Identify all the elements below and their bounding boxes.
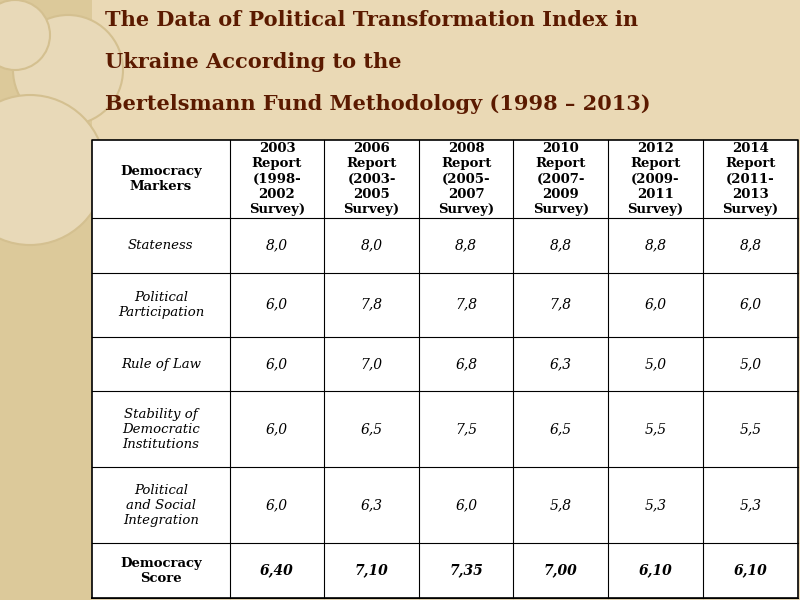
Text: 7,8: 7,8	[361, 298, 382, 311]
Circle shape	[0, 0, 50, 70]
Text: Democracy
Score: Democracy Score	[120, 557, 202, 584]
Text: Ukraine According to the: Ukraine According to the	[105, 52, 402, 72]
Text: 5,0: 5,0	[644, 357, 666, 371]
Text: 5,5: 5,5	[644, 422, 666, 436]
Text: 8,8: 8,8	[644, 238, 666, 253]
Text: 2003
Report
(1998-
2002
Survey): 2003 Report (1998- 2002 Survey)	[249, 142, 305, 215]
Text: 6,3: 6,3	[550, 357, 572, 371]
Text: 7,10: 7,10	[354, 563, 389, 578]
Text: Political
Participation: Political Participation	[118, 290, 204, 319]
Text: 7,35: 7,35	[450, 563, 483, 578]
Text: 6,0: 6,0	[266, 422, 288, 436]
Text: 6,0: 6,0	[644, 298, 666, 311]
Circle shape	[13, 15, 123, 125]
Bar	[0, 0, 92, 600]
Text: 6,10: 6,10	[734, 563, 767, 578]
Text: 7,8: 7,8	[455, 298, 478, 311]
Text: 6,0: 6,0	[739, 298, 762, 311]
Text: 2006
Report
(2003-
2005
Survey): 2006 Report (2003- 2005 Survey)	[343, 142, 400, 215]
Text: Stability of
Democratic
Institutions: Stability of Democratic Institutions	[122, 408, 200, 451]
Text: Democracy
Markers: Democracy Markers	[120, 165, 202, 193]
Text: 2012
Report
(2009-
2011
Survey): 2012 Report (2009- 2011 Survey)	[627, 142, 683, 215]
Text: 8,8: 8,8	[739, 238, 762, 253]
Text: Political
and Social
Integration: Political and Social Integration	[123, 484, 198, 527]
Text: 8,8: 8,8	[455, 238, 478, 253]
Text: 5,5: 5,5	[739, 422, 762, 436]
Text: 6,5: 6,5	[550, 422, 572, 436]
Text: 7,00: 7,00	[544, 563, 578, 578]
Text: 7,8: 7,8	[550, 298, 572, 311]
Text: Bertelsmann Fund Methodology (1998 – 2013): Bertelsmann Fund Methodology (1998 – 201…	[105, 94, 650, 114]
Text: 8,0: 8,0	[266, 238, 288, 253]
Text: 2008
Report
(2005-
2007
Survey): 2008 Report (2005- 2007 Survey)	[438, 142, 494, 215]
Text: 6,0: 6,0	[266, 499, 288, 512]
Text: 7,5: 7,5	[455, 422, 478, 436]
Text: 5,3: 5,3	[644, 499, 666, 512]
Text: 7,0: 7,0	[361, 357, 382, 371]
Text: 6,3: 6,3	[361, 499, 382, 512]
Text: The Data of Political Transformation Index in: The Data of Political Transformation Ind…	[105, 10, 638, 30]
Text: 6,0: 6,0	[266, 357, 288, 371]
Text: Stateness: Stateness	[128, 239, 194, 252]
Text: 6,40: 6,40	[260, 563, 294, 578]
Circle shape	[0, 95, 105, 245]
Text: 2010
Report
(2007-
2009
Survey): 2010 Report (2007- 2009 Survey)	[533, 142, 589, 215]
Text: 8,0: 8,0	[361, 238, 382, 253]
Text: 6,10: 6,10	[638, 563, 672, 578]
Bar	[92, 140, 798, 598]
Text: 6,5: 6,5	[361, 422, 382, 436]
Text: 8,8: 8,8	[550, 238, 572, 253]
Text: 5,8: 5,8	[550, 499, 572, 512]
Text: 6,0: 6,0	[455, 499, 478, 512]
Text: 6,0: 6,0	[266, 298, 288, 311]
Text: 5,0: 5,0	[739, 357, 762, 371]
Text: 2014
Report
(2011-
2013
Survey): 2014 Report (2011- 2013 Survey)	[722, 142, 778, 215]
Text: 5,3: 5,3	[739, 499, 762, 512]
Text: 6,8: 6,8	[455, 357, 478, 371]
Text: Rule of Law: Rule of Law	[121, 358, 201, 371]
